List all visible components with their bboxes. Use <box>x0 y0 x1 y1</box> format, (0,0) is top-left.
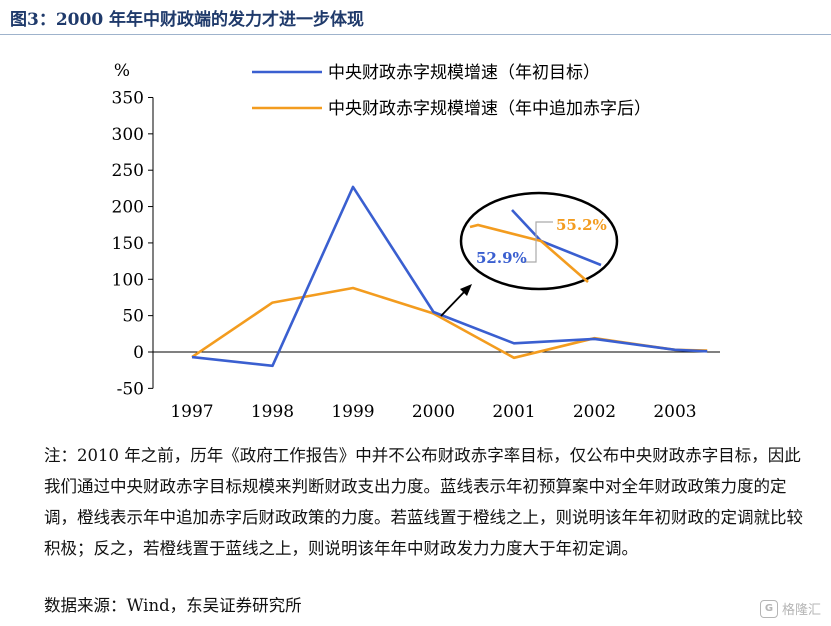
x-tick-label: 2000 <box>412 402 455 422</box>
series-line <box>191 185 708 368</box>
y-tick-label: 0 <box>133 343 144 363</box>
x-tick-label: 2001 <box>492 402 535 422</box>
legend-label: 中央财政赤字规模增速（年初目标） <box>328 63 600 83</box>
inset-orange-label: 55.2% <box>556 216 607 234</box>
zoom-inset: 52.9% 55.2% <box>440 191 619 317</box>
x-tick-label: 1999 <box>331 402 374 422</box>
inset-ellipse <box>459 191 619 291</box>
legend-label: 中央财政赤字规模增速（年中追加赤字后） <box>328 99 651 119</box>
inset-arrow-line <box>440 289 467 317</box>
inset-arrow-head-icon <box>460 284 472 296</box>
y-axis-unit: % <box>114 61 130 81</box>
y-tick-label: 350 <box>112 88 144 108</box>
series-line <box>191 286 708 360</box>
inset-series-line <box>469 223 589 283</box>
watermark-text: 格隆汇 <box>781 603 821 618</box>
chart-axes: -50 0 50 100 150 200 250 300 350% 1997 1998 1999 200… <box>112 61 720 422</box>
x-tick-label: 2002 <box>573 402 616 422</box>
y-tick-label: -50 <box>117 379 144 399</box>
x-tick-label: 2003 <box>653 402 696 422</box>
chart-note: 注：2010 年之前，历年《政府工作报告》中并不公布财政赤字率目标，仅公布中央财… <box>44 446 803 558</box>
watermark: G 格隆汇 <box>759 599 821 618</box>
chart-legend: 中央财政赤字规模增速（年初目标） 中央财政赤字规模增速（年中追加赤字后） <box>252 63 651 119</box>
y-tick-label: 100 <box>112 270 144 290</box>
y-tick-label: 50 <box>122 307 144 327</box>
data-source: 数据来源：Wind，东吴证券研究所 <box>44 596 302 615</box>
y-tick-label: 300 <box>112 125 144 145</box>
y-tick-label: 200 <box>112 198 144 218</box>
y-tick-label: 250 <box>112 161 144 181</box>
title-bar: 图3：2000 年年中财政端的发力才进一步体现 <box>0 0 831 35</box>
page-title: 图3：2000 年年中财政端的发力才进一步体现 <box>10 10 365 30</box>
y-tick-label: 150 <box>112 234 144 254</box>
chart-series <box>191 185 708 368</box>
inset-leader-line <box>523 221 553 263</box>
x-tick-label: 1998 <box>251 402 294 422</box>
inset-blue-label: 52.9% <box>476 249 527 267</box>
x-tick-label: 1997 <box>170 402 213 422</box>
line-chart: -50 0 50 100 150 200 250 300 350% 1997 1998 1999 200… <box>112 61 720 422</box>
watermark-logo-icon: G <box>759 599 778 618</box>
